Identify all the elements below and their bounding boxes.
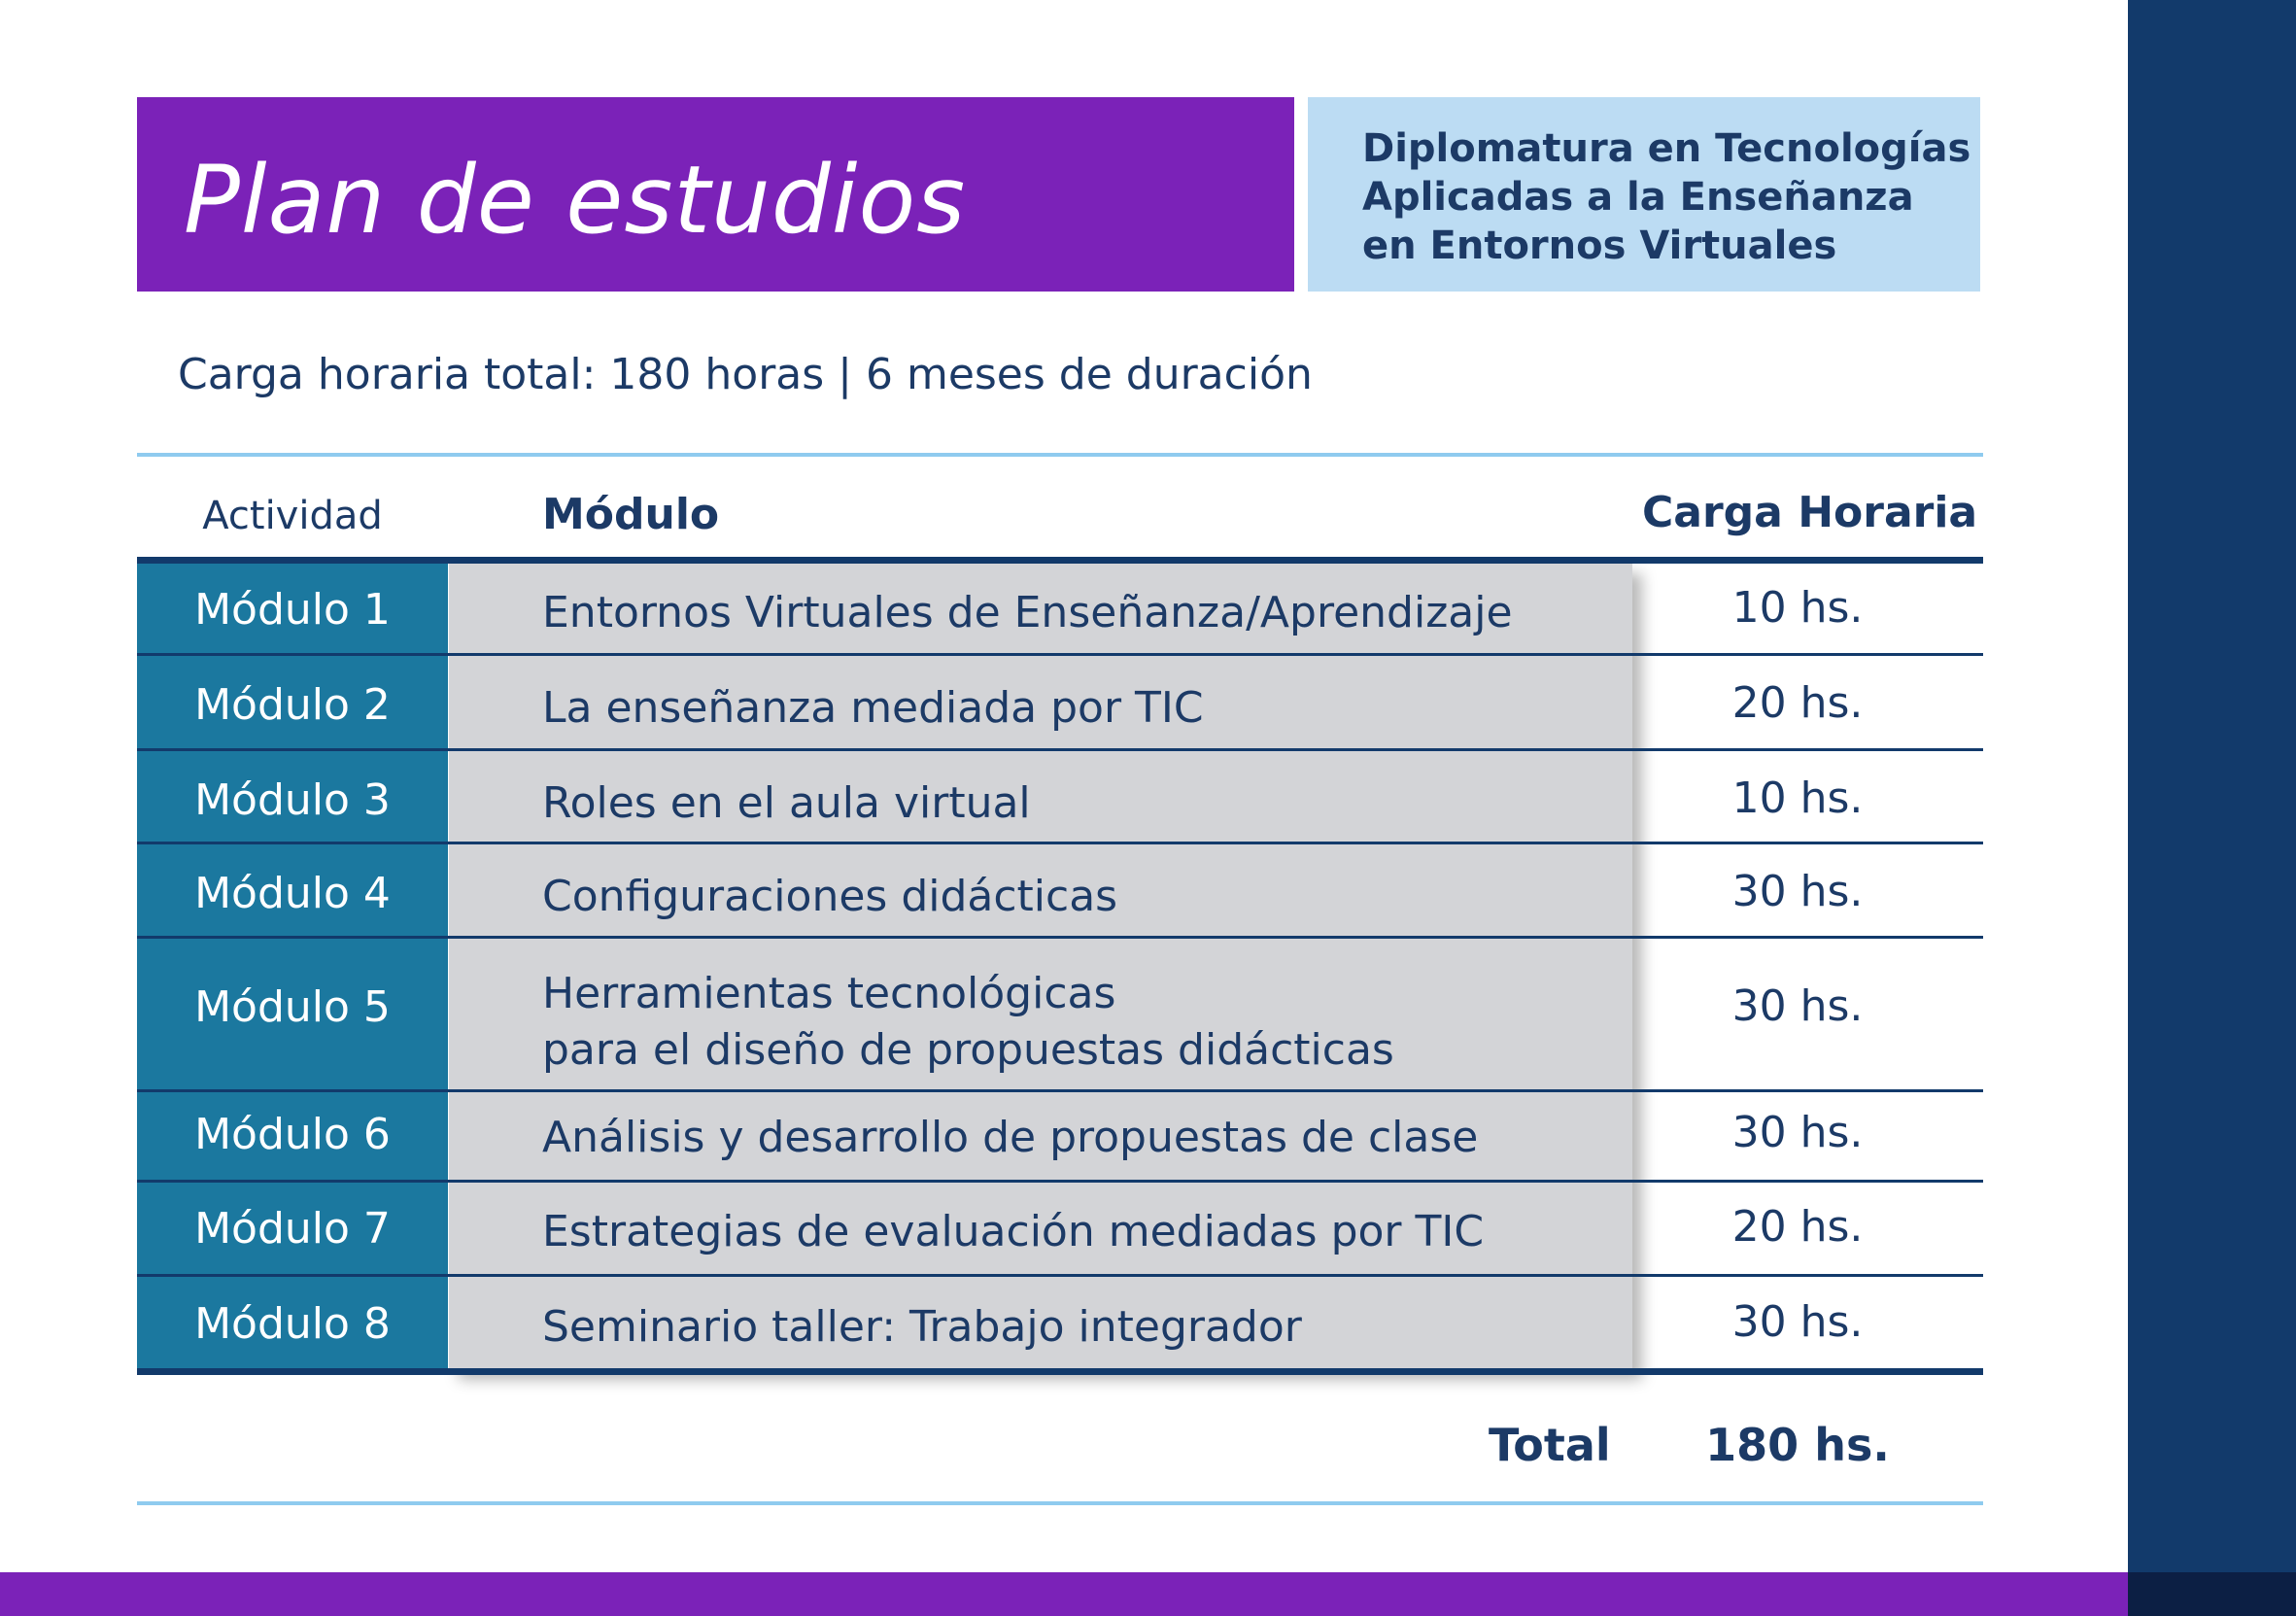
row-3-module: Roles en el aula virtual	[542, 778, 1031, 828]
row-divider	[137, 1089, 1983, 1092]
row-8-activity: Módulo 8	[194, 1299, 391, 1349]
row-7-activity: Módulo 7	[194, 1204, 391, 1254]
row-divider	[137, 936, 1983, 939]
title-banner: Plan de estudios	[137, 97, 1294, 292]
row-1-hours: 10 hs.	[1731, 583, 1864, 633]
corner-decorative-band	[2128, 1572, 2296, 1616]
activity-column-bg	[137, 564, 448, 1370]
row-4-activity: Módulo 4	[194, 869, 391, 918]
page-title: Plan de estudios	[184, 146, 967, 255]
row-2-module: La enseñanza mediada por TIC	[542, 683, 1204, 733]
row-divider	[137, 1274, 1983, 1277]
row-2-activity: Módulo 2	[194, 680, 391, 730]
row-4-hours: 30 hs.	[1731, 867, 1864, 916]
row-3-activity: Módulo 3	[194, 775, 391, 825]
row-1-module: Entornos Virtuales de Enseñanza/Aprendiz…	[542, 588, 1513, 637]
total-value: 180 hs.	[1705, 1419, 1890, 1471]
row-8-hours: 30 hs.	[1731, 1297, 1864, 1347]
bottom-decorative-band	[0, 1572, 2128, 1616]
row-divider	[137, 653, 1983, 656]
row-7-hours: 20 hs.	[1731, 1202, 1864, 1252]
program-name-box: Diplomatura en Tecnologías Aplicadas a l…	[1308, 97, 1980, 292]
row-7-module: Estrategias de evaluación mediadas por T…	[542, 1207, 1485, 1256]
row-5-hours: 30 hs.	[1731, 981, 1864, 1031]
row-2-hours: 20 hs.	[1731, 678, 1864, 728]
bottom-divider	[137, 1501, 1983, 1505]
course-load-summary: Carga horaria total: 180 horas | 6 meses…	[178, 350, 1313, 399]
program-line-1: Diplomatura en Tecnologías	[1362, 126, 1971, 171]
row-divider	[137, 748, 1983, 751]
table-bottom-rule	[137, 1368, 1983, 1375]
header-actividad: Actividad	[202, 494, 383, 538]
total-label: Total	[1489, 1419, 1611, 1471]
header-modulo: Módulo	[542, 490, 720, 539]
program-line-2: Aplicadas a la Enseñanza	[1362, 175, 1914, 220]
row-divider	[137, 1180, 1983, 1183]
row-1-activity: Módulo 1	[194, 585, 391, 635]
top-divider	[137, 453, 1983, 457]
row-8-module: Seminario taller: Trabajo integrador	[542, 1302, 1302, 1352]
row-3-hours: 10 hs.	[1731, 774, 1864, 823]
row-6-hours: 30 hs.	[1731, 1108, 1864, 1157]
header-rule	[137, 557, 1983, 564]
row-5-module-line-2: para el diseño de propuestas didácticas	[542, 1025, 1394, 1075]
program-line-3: en Entornos Virtuales	[1362, 223, 1837, 268]
right-decorative-band	[2128, 0, 2296, 1616]
header-carga-horaria: Carga Horaria	[1642, 488, 1978, 537]
row-5-module-line-1: Herramientas tecnológicas	[542, 969, 1116, 1018]
row-6-activity: Módulo 6	[194, 1110, 391, 1159]
row-6-module: Análisis y desarrollo de propuestas de c…	[542, 1113, 1479, 1162]
row-divider	[137, 842, 1983, 844]
module-column-bg	[449, 564, 1632, 1370]
row-5-activity: Módulo 5	[194, 982, 391, 1032]
row-4-module: Configuraciones didácticas	[542, 872, 1118, 921]
